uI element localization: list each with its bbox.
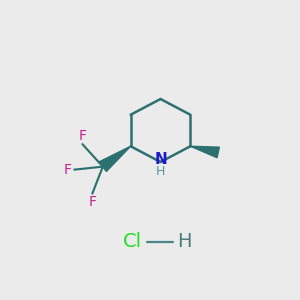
Text: H: H [177,232,192,251]
Text: F: F [88,195,96,209]
Polygon shape [99,146,130,172]
Text: Cl: Cl [122,232,142,251]
Text: F: F [78,129,86,143]
Text: F: F [64,163,72,177]
Polygon shape [190,146,219,158]
Text: N: N [154,152,167,167]
Text: H: H [156,165,165,178]
